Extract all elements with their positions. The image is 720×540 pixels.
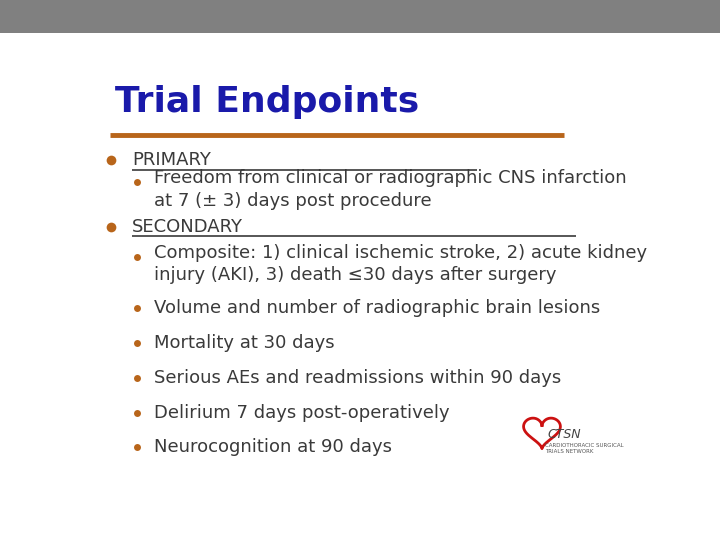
Text: Serious AEs and readmissions within 90 days: Serious AEs and readmissions within 90 d… <box>154 369 562 387</box>
Text: Mortality at 30 days: Mortality at 30 days <box>154 334 335 353</box>
Text: CARDIOTHORACIC SURGICAL
TRIALS NETWORK: CARDIOTHORACIC SURGICAL TRIALS NETWORK <box>545 443 624 454</box>
Text: Neurocognition at 90 days: Neurocognition at 90 days <box>154 438 392 456</box>
Text: Freedom from clinical or radiographic CNS infarction
at 7 (± 3) days post proced: Freedom from clinical or radiographic CN… <box>154 170 627 210</box>
Text: CTSN: CTSN <box>548 428 581 441</box>
Text: Composite: 1) clinical ischemic stroke, 2) acute kidney
injury (AKI), 3) death ≤: Composite: 1) clinical ischemic stroke, … <box>154 244 647 285</box>
Text: Delirium 7 days post-operatively: Delirium 7 days post-operatively <box>154 404 450 422</box>
Text: SECONDARY: SECONDARY <box>132 218 243 236</box>
Text: PRIMARY: PRIMARY <box>132 151 211 170</box>
Text: Volume and number of radiographic brain lesions: Volume and number of radiographic brain … <box>154 299 600 317</box>
Text: Trial Endpoints: Trial Endpoints <box>115 85 419 119</box>
